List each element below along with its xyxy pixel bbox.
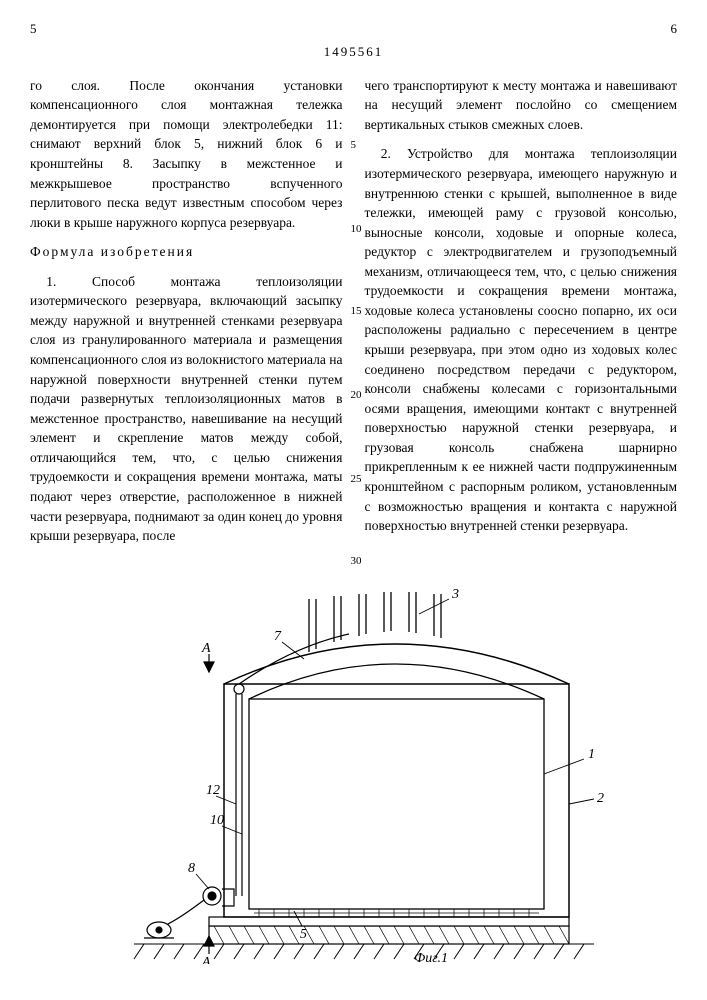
section-A-bot: A bbox=[201, 955, 211, 964]
callout-2: 2 bbox=[597, 791, 604, 806]
line-marker: 15 bbox=[351, 304, 362, 320]
callout-10: 10 bbox=[210, 813, 224, 828]
callout-8: 8 bbox=[188, 861, 195, 876]
callout-5: 5 bbox=[300, 927, 307, 942]
line-marker: 25 bbox=[351, 472, 362, 488]
line-marker: 10 bbox=[351, 222, 362, 238]
line-marker: 20 bbox=[351, 388, 362, 404]
page-numbers: 5 6 bbox=[30, 20, 677, 39]
document-number: 1495561 bbox=[30, 43, 677, 62]
figure-1: 1 2 3 7 8 12 10 5 A A Фиг.1 bbox=[30, 574, 677, 964]
callout-1: 1 bbox=[588, 747, 595, 762]
page-num-right: 6 bbox=[671, 20, 678, 39]
figure-svg: 1 2 3 7 8 12 10 5 A A Фиг.1 bbox=[94, 574, 614, 964]
right-para-1: чего транспортируют к месту монтажа и на… bbox=[365, 76, 678, 135]
right-column: 5 10 15 20 25 30 чего транспортируют к м… bbox=[365, 76, 678, 556]
page-num-left: 5 bbox=[30, 20, 37, 39]
line-marker: 30 bbox=[351, 554, 362, 570]
line-marker: 5 bbox=[351, 138, 357, 154]
left-para-1: го слоя. После окончания установки компе… bbox=[30, 76, 343, 233]
figure-label: Фиг.1 bbox=[414, 951, 448, 964]
text-columns: го слоя. После окончания установки компе… bbox=[30, 76, 677, 556]
right-para-2: 2. Устройство для монтажа теплоизоляции … bbox=[365, 144, 678, 535]
callout-7: 7 bbox=[274, 629, 282, 644]
callout-12: 12 bbox=[206, 783, 220, 798]
formula-heading: Формула изобретения bbox=[30, 242, 343, 262]
left-column: го слоя. После окончания установки компе… bbox=[30, 76, 343, 556]
callout-3: 3 bbox=[451, 587, 459, 602]
section-A-top: A bbox=[201, 641, 211, 656]
left-para-2: 1. Способ монтажа теплоизоляции изотерми… bbox=[30, 272, 343, 546]
